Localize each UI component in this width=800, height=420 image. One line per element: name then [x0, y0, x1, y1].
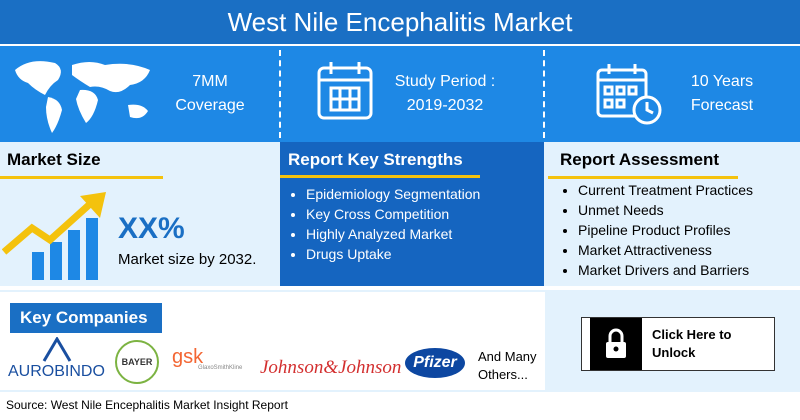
assessment-item: Market Attractiveness	[578, 240, 753, 260]
assessment-item: Market Drivers and Barriers	[578, 260, 753, 280]
underline	[548, 176, 738, 179]
assessment-item: Pipeline Product Profiles	[578, 220, 753, 240]
companies-title: Key Companies	[10, 303, 162, 333]
strengths-list: Epidemiology Segmentation Key Cross Comp…	[286, 184, 480, 264]
more-companies: And Many Others...	[478, 349, 537, 382]
assessment-list: Current Treatment Practices Unmet Needs …	[558, 180, 753, 280]
strength: Epidemiology Segmentation	[306, 184, 480, 204]
logo-gsk-sub: GlaxoSmithKline	[198, 365, 243, 371]
assessment-item: Unmet Needs	[578, 200, 753, 220]
strengths-panel: Report Key Strengths Epidemiology Segmen…	[280, 142, 544, 286]
divider	[543, 50, 545, 138]
logo-mark	[42, 337, 72, 362]
divider	[279, 50, 281, 138]
underline	[280, 175, 480, 178]
text: 7MM	[192, 73, 228, 90]
lock	[606, 328, 626, 358]
market-size-caption: Market size by 2032.	[118, 251, 257, 268]
source: Source: West Nile Encephalitis Market In…	[6, 398, 288, 412]
logo-gsk: gsk	[172, 346, 204, 368]
logo-jnj: Johnson&Johnson	[260, 357, 402, 378]
highlights-band	[0, 46, 800, 142]
text: Coverage	[175, 97, 245, 114]
text: 2019-2032	[406, 97, 484, 114]
text: Forecast	[690, 97, 754, 114]
title-bar: West Nile Encephalitis Market	[0, 0, 800, 44]
assessment-item: Current Treatment Practices	[578, 180, 753, 200]
coverage: 7MM Coverage	[155, 70, 265, 118]
market-size-value: XX%	[118, 212, 185, 245]
calendar-icon	[317, 62, 373, 120]
forecast: 10 Years Forecast	[672, 70, 772, 118]
logo-bayer: BAYER	[115, 340, 159, 384]
study-period: Study Period : 2019-2032	[385, 70, 505, 118]
strength: Key Cross Competition	[306, 204, 480, 224]
text: Study Period :	[394, 73, 496, 90]
underline	[0, 176, 163, 179]
forecast-icon	[596, 64, 662, 125]
logo-aurobindo: AUROBINDO	[8, 363, 105, 380]
logo-pfizer: Pfizer	[405, 348, 465, 378]
market-size-title: Market Size	[7, 150, 101, 169]
strength: Drugs Uptake	[306, 244, 480, 264]
strengths-title: Report Key Strengths	[288, 150, 463, 169]
assessment-title: Report Assessment	[560, 150, 720, 169]
world-map-icon	[15, 61, 150, 133]
unlock-label: Click Here to Unlock	[652, 327, 732, 360]
title: West Nile Encephalitis Market	[227, 7, 573, 37]
text: 10 Years	[690, 73, 754, 90]
unlock-button[interactable]: Click Here to Unlock	[581, 317, 775, 371]
growth-icon	[2, 192, 106, 280]
lock-icon	[590, 318, 642, 370]
strength: Highly Analyzed Market	[306, 224, 480, 244]
